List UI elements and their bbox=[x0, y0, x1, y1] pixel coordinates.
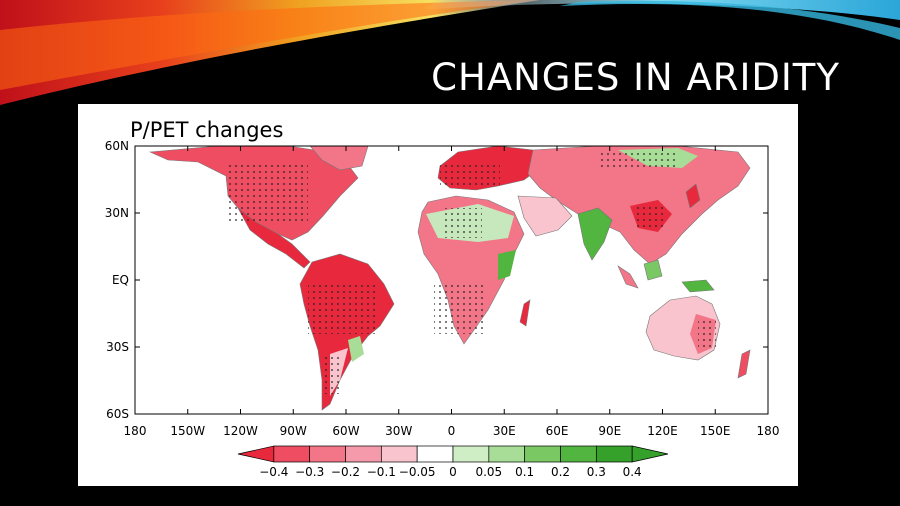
colorbar-segment bbox=[416, 445, 454, 463]
mideast-shape bbox=[517, 195, 573, 237]
colorbar-segment bbox=[237, 445, 275, 463]
colorbar-tick-label: 0 bbox=[449, 465, 457, 479]
sumatra-shape bbox=[617, 265, 639, 289]
land-shading bbox=[148, 146, 751, 411]
greenland-shape bbox=[309, 146, 369, 171]
colorbar: −0.4 −0.3 −0.2 −0.1 −0.05 0 0.05 0.1 0.2 0.3 0.4 bbox=[237, 445, 669, 479]
figure-title: P/PET changes bbox=[130, 118, 283, 142]
colorbar-tick-label: 0.3 bbox=[587, 465, 606, 479]
lat-tick-label: 60S bbox=[106, 407, 129, 421]
latitude-axis: 60N 30N EQ 30S 60S bbox=[105, 139, 768, 421]
colorbar-tick-label: 0.2 bbox=[551, 465, 570, 479]
lon-tick-label: 60W bbox=[332, 424, 359, 438]
madagascar-shape bbox=[519, 299, 531, 327]
east-africa-wet-patch bbox=[498, 250, 516, 280]
south-america-green-patch bbox=[348, 336, 364, 362]
lon-tick-label: 90E bbox=[598, 424, 621, 438]
colorbar-tick-label: −0.05 bbox=[399, 465, 436, 479]
lon-tick-label: 120W bbox=[223, 424, 258, 438]
colorbar-tick-label: 0.05 bbox=[475, 465, 502, 479]
colorbar-segment bbox=[524, 445, 561, 463]
decorative-swoosh bbox=[0, 0, 900, 105]
colorbar-tick-label: 0.4 bbox=[623, 465, 642, 479]
lon-tick-label: 150E bbox=[700, 424, 731, 438]
lon-tick-label: 150W bbox=[170, 424, 205, 438]
lat-tick-label: 60N bbox=[105, 139, 129, 153]
colorbar-segment bbox=[345, 445, 382, 463]
lon-tick-label: 180 bbox=[124, 424, 147, 438]
lat-tick-label: 30S bbox=[106, 340, 129, 354]
colorbar-segment bbox=[631, 445, 669, 463]
lon-tick-label: 180 bbox=[757, 424, 780, 438]
figure-panel: P/PET changes bbox=[78, 104, 798, 486]
colorbar-segment bbox=[380, 445, 418, 463]
colorbar-tick-label: −0.1 bbox=[367, 465, 396, 479]
lon-tick-label: 90W bbox=[280, 424, 307, 438]
lat-tick-label: 30N bbox=[105, 206, 129, 220]
borneo-shape bbox=[643, 259, 663, 281]
colorbar-segment bbox=[560, 445, 597, 463]
slide-title: CHANGES IN ARIDITY bbox=[431, 56, 840, 99]
colorbar-segment bbox=[273, 445, 311, 463]
lon-tick-label: 0 bbox=[448, 424, 456, 438]
lon-tick-label: 30W bbox=[385, 424, 412, 438]
new-zealand-shape bbox=[737, 349, 751, 379]
india-shape bbox=[577, 207, 613, 261]
new-guinea-shape bbox=[681, 279, 715, 293]
colorbar-tick-label: −0.3 bbox=[295, 465, 324, 479]
aridity-map-figure: P/PET changes bbox=[105, 118, 780, 479]
colorbar-segment bbox=[595, 445, 633, 463]
lat-tick-label: EQ bbox=[112, 273, 129, 287]
lon-tick-label: 30E bbox=[493, 424, 516, 438]
significance-stippling bbox=[228, 150, 716, 394]
colorbar-tick-label: −0.4 bbox=[259, 465, 288, 479]
colorbar-segment bbox=[452, 445, 490, 463]
longitude-axis: 180 150W 120W 90W 60W 30W 0 30E 60E 90E 120E 150E 18… bbox=[124, 146, 780, 438]
japan-shape bbox=[685, 183, 701, 209]
colorbar-segment bbox=[309, 445, 346, 463]
colorbar-tick-label: 0.1 bbox=[515, 465, 534, 479]
colorbar-segment bbox=[488, 445, 526, 463]
colorbar-tick-label: −0.2 bbox=[331, 465, 360, 479]
lon-tick-label: 60E bbox=[546, 424, 569, 438]
lon-tick-label: 120E bbox=[647, 424, 678, 438]
